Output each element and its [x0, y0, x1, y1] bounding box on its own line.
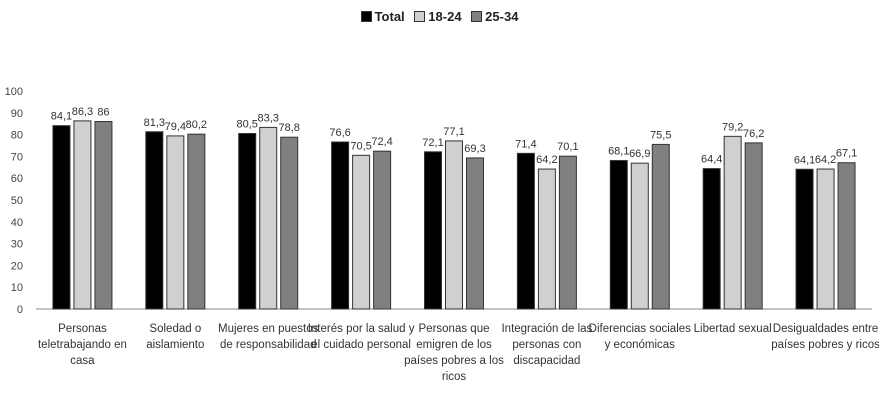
data-label: 71,4 [515, 138, 536, 150]
bar [516, 152, 535, 310]
data-label: 84,1 [51, 111, 72, 123]
category-label: Diferencias sociales [589, 323, 692, 335]
bar [609, 160, 628, 310]
y-tick-label: 40 [11, 217, 23, 229]
category-label: países pobres y ricos [771, 339, 879, 351]
legend-item-total: Total [360, 9, 405, 24]
data-label: 81,3 [144, 117, 165, 129]
bar [537, 168, 556, 310]
category-label: aislamiento [146, 339, 204, 351]
y-tick-label: 0 [17, 304, 23, 316]
bar [145, 131, 164, 310]
data-label: 70,1 [557, 141, 578, 153]
category-label: casa [70, 355, 95, 367]
bar [651, 143, 670, 310]
y-tick-label: 30 [11, 239, 23, 251]
data-label: 72,1 [422, 137, 443, 149]
bar [352, 154, 371, 310]
legend-swatch-total [360, 11, 372, 22]
data-label: 67,1 [836, 148, 857, 160]
bar [52, 125, 71, 310]
category-label: ricos [442, 371, 467, 383]
data-label: 75,5 [650, 129, 671, 141]
bar [280, 136, 299, 310]
bar [373, 150, 392, 310]
category-label: y económicas [605, 339, 676, 351]
y-tick-label: 60 [11, 173, 23, 185]
legend: Total 18-24 25-34 [0, 9, 879, 25]
bar [816, 168, 835, 310]
data-label: 66,9 [629, 148, 650, 160]
bar [259, 126, 278, 310]
legend-swatch-18-24 [414, 11, 426, 22]
bar [558, 155, 577, 310]
category-label: emigren de los [416, 339, 492, 351]
bar [187, 133, 206, 310]
data-label: 64,2 [536, 154, 557, 166]
bar [238, 133, 257, 310]
data-label: 77,1 [443, 126, 464, 138]
data-label: 86,3 [72, 106, 93, 118]
bar [94, 121, 113, 310]
bar [445, 140, 463, 310]
y-tick-label: 90 [11, 108, 23, 120]
legend-label-18-24: 18-24 [428, 9, 462, 24]
data-label: 86 [97, 107, 109, 119]
y-tick-label: 10 [11, 282, 23, 294]
category-label: teletrabajando en [38, 339, 127, 351]
category-label: Personas que [419, 323, 490, 335]
y-tick-label: 80 [11, 130, 23, 142]
category-label: personas con [512, 339, 581, 351]
data-label: 76,2 [743, 128, 764, 140]
bar [424, 151, 442, 310]
data-label: 80,5 [237, 119, 258, 131]
legend-item-18-24: 18-24 [414, 9, 462, 24]
legend-label-25-34: 25-34 [485, 9, 519, 24]
bar [723, 135, 742, 310]
data-label: 64,2 [815, 154, 836, 166]
data-label: 69,3 [464, 143, 485, 155]
data-label: 79,2 [722, 121, 743, 133]
data-label: 83,3 [258, 112, 279, 124]
category-label: Integración de las [501, 323, 592, 335]
bar [795, 168, 814, 310]
category-label: Desigualdades entre [773, 323, 879, 335]
data-label: 78,8 [279, 122, 300, 134]
data-label: 79,4 [165, 121, 186, 133]
bar [837, 162, 856, 310]
data-label: 64,4 [701, 154, 722, 166]
category-label: de responsabilidad [220, 339, 317, 351]
category-label: Soledad o [149, 323, 201, 335]
data-label: 80,2 [186, 119, 207, 131]
y-tick-label: 100 [5, 86, 23, 98]
category-label: Personas [58, 323, 107, 335]
bar [166, 135, 185, 310]
y-tick-label: 70 [11, 151, 23, 163]
data-label: 70,5 [350, 140, 371, 152]
bar [744, 142, 763, 310]
bar [73, 120, 92, 310]
category-label: Mujeres en puestos [218, 323, 319, 335]
bar [702, 168, 721, 310]
bar [630, 162, 649, 310]
legend-label-total: Total [374, 9, 405, 24]
data-label: 76,6 [329, 127, 350, 139]
legend-item-25-34: 25-34 [471, 9, 518, 24]
y-tick-label: 20 [11, 260, 23, 272]
data-label: 68,1 [608, 146, 629, 158]
category-label: el cuidado personal [311, 339, 411, 351]
data-label: 64,1 [794, 154, 815, 166]
category-label: países pobres a los [404, 355, 504, 367]
bar [466, 157, 484, 310]
data-label: 72,4 [371, 136, 392, 148]
category-label: discapacidad [513, 355, 580, 367]
category-label: Libertad sexual [694, 323, 772, 335]
bar [331, 141, 350, 310]
y-tick-label: 50 [11, 195, 23, 207]
legend-swatch-25-34 [471, 11, 483, 22]
category-label: Interés por la salud y [308, 323, 415, 335]
